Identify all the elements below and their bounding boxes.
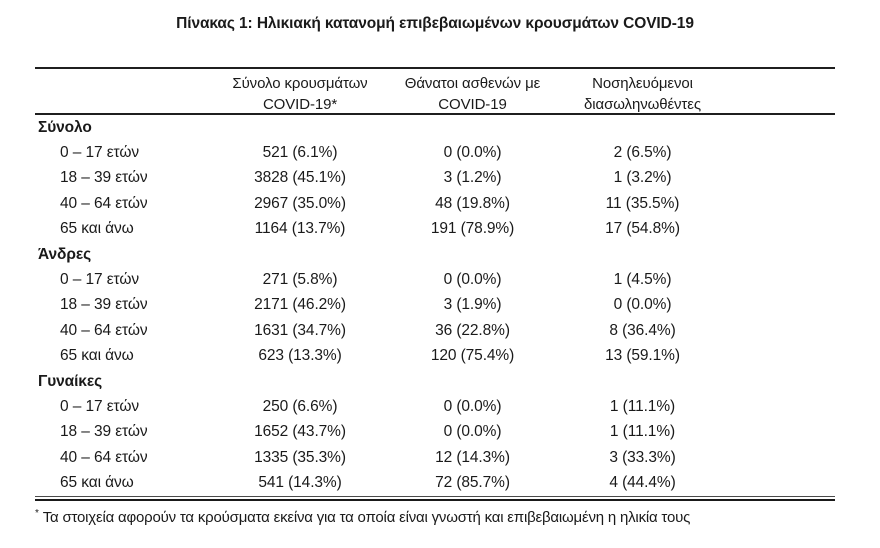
- intubated-value: 8 (36.4%): [609, 321, 676, 339]
- section-header-total: Σύνολο: [35, 115, 835, 140]
- deaths-value: 0 (0.0%): [443, 144, 502, 162]
- header-total-cases: Σύνολο κρουσμάτων COVID-19*: [205, 74, 395, 115]
- intubated-value: 1 (11.1%): [609, 397, 676, 415]
- deaths-value: 3 (1.9%): [443, 296, 502, 314]
- table-row: 18 – 39 ετών 1652 (43.7%) 0 (0.0%) 1 (11…: [35, 420, 835, 445]
- section-header-men: Άνδρες: [35, 242, 835, 267]
- deaths-value: 48 (19.8%): [435, 194, 510, 212]
- table-row: 65 και άνω 623 (13.3%) 120 (75.4%) 13 (5…: [35, 344, 835, 369]
- table-row: 18 – 39 ετών 2171 (46.2%) 3 (1.9%) 0 (0.…: [35, 293, 835, 318]
- age-label: 40 – 64 ετών: [60, 321, 148, 339]
- intubated-value: 0 (0.0%): [613, 296, 672, 314]
- age-label: 18 – 39 ετών: [60, 169, 148, 187]
- age-label: 18 – 39 ετών: [60, 296, 148, 314]
- age-label: 0 – 17 ετών: [60, 144, 139, 162]
- age-label: 65 και άνω: [60, 474, 134, 492]
- footnote-text: Τα στοιχεία αφορούν τα κρούσματα εκείνα …: [42, 508, 691, 526]
- intubated-value: 3 (33.3%): [609, 448, 676, 466]
- cases-value: 521 (6.1%): [262, 144, 338, 162]
- intubated-value: 11 (35.5%): [605, 194, 680, 212]
- intubated-value: 1 (4.5%): [613, 271, 672, 289]
- table-header-row: Σύνολο κρουσμάτων COVID-19* Θάνατοι ασθε…: [35, 67, 835, 115]
- age-label: 18 – 39 ετών: [60, 423, 148, 441]
- section-header-women: Γυναίκες: [35, 369, 835, 394]
- table-row: 18 – 39 ετών 3828 (45.1%) 3 (1.2%) 1 (3.…: [35, 166, 835, 191]
- header-total-cases-line1: Σύνολο κρουσμάτων: [232, 75, 368, 92]
- age-label: 0 – 17 ετών: [60, 271, 139, 289]
- deaths-value: 12 (14.3%): [435, 448, 510, 466]
- table-row: 40 – 64 ετών 1335 (35.3%) 12 (14.3%) 3 (…: [35, 445, 835, 470]
- cases-value: 1652 (43.7%): [254, 423, 346, 441]
- header-deaths-line2: COVID-19: [438, 95, 507, 113]
- intubated-value: 1 (11.1%): [609, 423, 676, 441]
- table-row: 0 – 17 ετών 521 (6.1%) 0 (0.0%) 2 (6.5%): [35, 140, 835, 165]
- header-intubated-line1: Νοσηλευόμενοι: [592, 75, 693, 92]
- table-row: 0 – 17 ετών 250 (6.6%) 0 (0.0%) 1 (11.1%…: [35, 394, 835, 419]
- deaths-value: 0 (0.0%): [443, 423, 502, 441]
- age-label: 65 και άνω: [60, 347, 134, 365]
- intubated-value: 1 (3.2%): [613, 169, 672, 187]
- table-row: 65 και άνω 1164 (13.7%) 191 (78.9%) 17 (…: [35, 217, 835, 242]
- header-total-cases-line2: COVID-19*: [262, 95, 338, 113]
- table-row: 0 – 17 ετών 271 (5.8%) 0 (0.0%) 1 (4.5%): [35, 267, 835, 292]
- cases-value: 541 (14.3%): [258, 474, 342, 492]
- intubated-value: 17 (54.8%): [605, 220, 680, 238]
- table-row: 40 – 64 ετών 1631 (34.7%) 36 (22.8%) 8 (…: [35, 318, 835, 343]
- intubated-value: 4 (44.4%): [609, 474, 676, 492]
- age-label: 40 – 64 ετών: [60, 448, 148, 466]
- cases-value: 250 (6.6%): [262, 397, 338, 415]
- deaths-value: 36 (22.8%): [435, 321, 510, 339]
- header-deaths: Θάνατοι ασθενών με COVID-19: [395, 74, 550, 115]
- deaths-value: 72 (85.7%): [435, 474, 510, 492]
- deaths-value: 120 (75.4%): [430, 347, 515, 365]
- cases-value: 3828 (45.1%): [254, 169, 346, 187]
- cases-value: 2967 (35.0%): [254, 194, 346, 212]
- header-deaths-line1: Θάνατοι ασθενών με: [404, 75, 541, 92]
- deaths-value: 191 (78.9%): [430, 220, 515, 238]
- table-row: 40 – 64 ετών 2967 (35.0%) 48 (19.8%) 11 …: [35, 191, 835, 216]
- intubated-value: 2 (6.5%): [613, 144, 672, 162]
- header-intubated: Νοσηλευόμενοι διασωληνωθέντες: [550, 74, 735, 115]
- section-label: Σύνολο: [38, 118, 92, 136]
- intubated-value: 13 (59.1%): [605, 347, 680, 365]
- table-bottom-rule: [35, 495, 835, 501]
- cases-value: 271 (5.8%): [262, 271, 338, 289]
- covid-age-table: Σύνολο κρουσμάτων COVID-19* Θάνατοι ασθε…: [35, 67, 835, 501]
- cases-value: 1164 (13.7%): [254, 220, 346, 238]
- cases-value: 2171 (46.2%): [254, 296, 346, 314]
- age-label: 40 – 64 ετών: [60, 194, 148, 212]
- section-label: Άνδρες: [38, 245, 92, 263]
- age-label: 65 και άνω: [60, 220, 134, 238]
- section-label: Γυναίκες: [38, 372, 103, 390]
- deaths-value: 3 (1.2%): [443, 169, 502, 187]
- cases-value: 1335 (35.3%): [254, 448, 346, 466]
- table-title: Πίνακας 1: Ηλικιακή κατανομή επιβεβαιωμέ…: [176, 15, 694, 32]
- deaths-value: 0 (0.0%): [443, 397, 502, 415]
- age-label: 0 – 17 ετών: [60, 397, 139, 415]
- cases-value: 623 (13.3%): [258, 347, 342, 365]
- header-intubated-line2: διασωληνωθέντες: [584, 95, 701, 113]
- footnote-asterisk: *: [35, 507, 39, 519]
- table-row: 65 και άνω 541 (14.3%) 72 (85.7%) 4 (44.…: [35, 470, 835, 495]
- footnote: * Τα στοιχεία αφορούν τα κρούσματα εκείνα…: [35, 504, 845, 528]
- deaths-value: 0 (0.0%): [443, 271, 502, 289]
- cases-value: 1631 (34.7%): [254, 321, 346, 339]
